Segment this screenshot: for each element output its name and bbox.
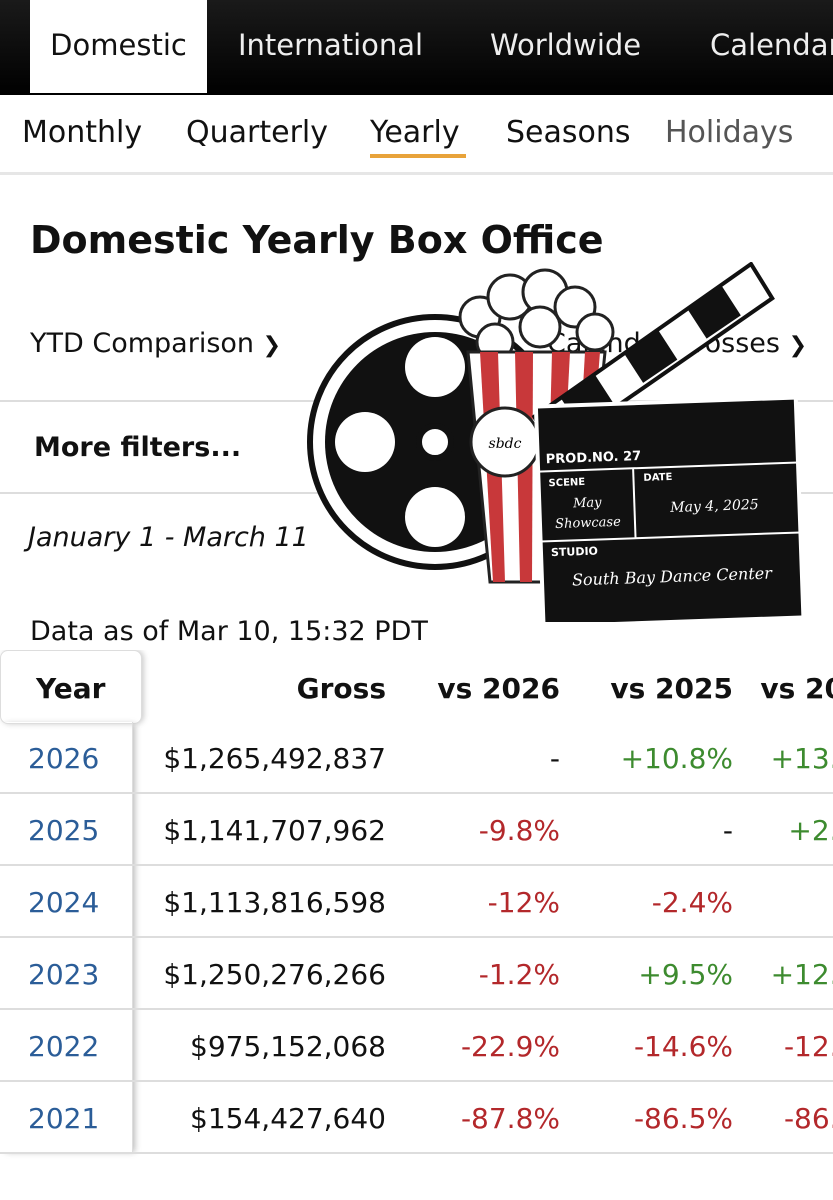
- date-range: January 1 - March 11: [28, 522, 309, 553]
- value-cell: -2.4%: [651, 886, 733, 919]
- date: May 4, 2025: [669, 497, 759, 516]
- year-link[interactable]: 2026: [28, 742, 100, 775]
- value-cell: -22.9%: [460, 1030, 560, 1063]
- year-link[interactable]: 2022: [28, 1030, 100, 1063]
- dropdown-label: YTD Comparison: [30, 328, 255, 359]
- subtab[interactable]: Holidays: [665, 115, 794, 150]
- value-cell: +10.8%: [620, 742, 733, 775]
- year-link[interactable]: 2023: [28, 958, 100, 991]
- studio-label: STUDIO: [551, 545, 598, 560]
- value-cell: +12.3%: [770, 958, 833, 991]
- tab[interactable]: Calendar: [710, 28, 833, 62]
- active-underline: [370, 154, 466, 158]
- logo: sbdc: [489, 436, 522, 452]
- row-divider: [0, 1080, 833, 1082]
- value-cell: $1,113,816,598: [163, 886, 386, 919]
- table: Year Gross vs 2026 vs 2025 vs 2024 2026 $1,265…: [0, 650, 833, 1160]
- dropdown[interactable]: YTD Comparison ❯: [30, 328, 282, 359]
- column-header: vs 2024: [760, 672, 833, 705]
- row-divider: [0, 792, 833, 794]
- value-cell: +9.5%: [638, 958, 733, 991]
- more-filters[interactable]: More filters...: [34, 432, 242, 463]
- value-cell: -12%: [487, 886, 560, 919]
- value-cell: -14.6%: [633, 1030, 733, 1063]
- value-cell: +2.5%: [788, 814, 833, 847]
- year-link[interactable]: 2021: [28, 1102, 100, 1135]
- row-divider: [0, 864, 833, 866]
- scene: May: [572, 495, 603, 511]
- top-nav: Domestic International Worldwide Calenda…: [0, 0, 833, 95]
- tab[interactable]: Domestic: [30, 0, 207, 93]
- subtab[interactable]: Seasons: [506, 115, 631, 150]
- year-link[interactable]: 2024: [28, 886, 100, 919]
- sub-nav: Monthly Quarterly Yearly Seasons Holiday…: [0, 95, 833, 175]
- column-header: vs 2026: [437, 672, 560, 705]
- prod-number: PROD.NO. 27: [545, 449, 641, 467]
- column-header: Gross: [296, 672, 386, 705]
- value-cell: -: [722, 814, 733, 847]
- sticker-overlay: sbdc PROD.NO. 27 SCENE DATE STUDIO May S…: [307, 262, 806, 622]
- subtab[interactable]: Quarterly: [186, 115, 328, 150]
- column-header: vs 2025: [610, 672, 733, 705]
- value-cell: -: [549, 742, 560, 775]
- value-cell: -86.1%: [783, 1102, 833, 1135]
- value-cell: $1,141,707,962: [163, 814, 386, 847]
- subtab[interactable]: Monthly: [22, 115, 143, 150]
- value-cell: $1,265,492,837: [163, 742, 386, 775]
- scene-label: SCENE: [548, 477, 585, 489]
- clapperboard: PROD.NO. 27 SCENE DATE STUDIO May Showca…: [531, 262, 806, 622]
- value-cell: -1.2%: [478, 958, 560, 991]
- row-divider: [0, 1152, 833, 1154]
- value-cell: -9.8%: [478, 814, 560, 847]
- year-link[interactable]: 2025: [28, 814, 100, 847]
- year-header-cell: [0, 650, 142, 724]
- row-divider: [0, 1008, 833, 1010]
- sticky-column: [0, 722, 133, 1154]
- value-cell: -87.8%: [460, 1102, 560, 1135]
- page-title: Domestic Yearly Box Office: [30, 218, 604, 262]
- row-divider: [0, 936, 833, 938]
- subtab[interactable]: Yearly: [370, 115, 460, 150]
- value-cell: +13.6%: [770, 742, 833, 775]
- data-timestamp: Data as of Mar 10, 15:32 PDT: [30, 616, 428, 647]
- date-label: DATE: [643, 472, 672, 484]
- value-cell: -12.4%: [783, 1030, 833, 1063]
- value-cell: $975,152,068: [190, 1030, 386, 1063]
- tab[interactable]: Worldwide: [490, 28, 642, 62]
- column-header: Year: [36, 672, 106, 705]
- value-cell: $1,250,276,266: [163, 958, 386, 991]
- value-cell: -86.5%: [633, 1102, 733, 1135]
- value-cell: $154,427,640: [190, 1102, 386, 1135]
- tab[interactable]: International: [238, 28, 424, 62]
- scene: Showcase: [555, 515, 621, 532]
